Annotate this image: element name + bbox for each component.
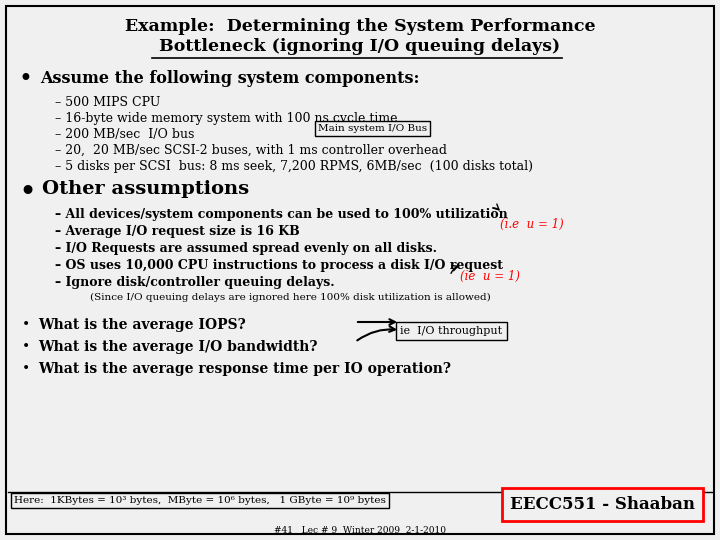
Text: •: • bbox=[22, 318, 30, 332]
Text: – OS uses 10,000 CPU instructions to process a disk I/O request: – OS uses 10,000 CPU instructions to pro… bbox=[55, 259, 503, 272]
Text: – 20,  20 MB/sec SCSI-2 buses, with 1 ms controller overhead: – 20, 20 MB/sec SCSI-2 buses, with 1 ms … bbox=[55, 144, 447, 157]
Text: – 5 disks per SCSI  bus: 8 ms seek, 7,200 RPMS, 6MB/sec  (100 disks total): – 5 disks per SCSI bus: 8 ms seek, 7,200… bbox=[55, 160, 533, 173]
Text: – All devices/system components can be used to 100% utilization: – All devices/system components can be u… bbox=[55, 208, 508, 221]
Text: EECC551 - Shaaban: EECC551 - Shaaban bbox=[510, 496, 695, 513]
Text: What is the average IOPS?: What is the average IOPS? bbox=[38, 318, 246, 332]
Text: •: • bbox=[22, 340, 30, 354]
Text: Bottleneck (ignoring I/O queuing delays): Bottleneck (ignoring I/O queuing delays) bbox=[159, 38, 561, 55]
Text: – Average I/O request size is 16 KB: – Average I/O request size is 16 KB bbox=[55, 225, 300, 238]
Text: (ie  u = 1): (ie u = 1) bbox=[460, 270, 520, 283]
Text: – 200 MB/sec  I/O bus: – 200 MB/sec I/O bus bbox=[55, 128, 194, 141]
Text: What is the average I/O bandwidth?: What is the average I/O bandwidth? bbox=[38, 340, 318, 354]
Text: – I/O Requests are assumed spread evenly on all disks.: – I/O Requests are assumed spread evenly… bbox=[55, 242, 437, 255]
Text: #41   Lec # 9  Winter 2009  2-1-2010: #41 Lec # 9 Winter 2009 2-1-2010 bbox=[274, 526, 446, 535]
Text: •: • bbox=[18, 178, 36, 209]
Text: •: • bbox=[22, 362, 30, 376]
Text: – 500 MIPS CPU: – 500 MIPS CPU bbox=[55, 96, 161, 109]
Text: – Ignore disk/controller queuing delays.: – Ignore disk/controller queuing delays. bbox=[55, 276, 335, 289]
Text: Example:  Determining the System Performance: Example: Determining the System Performa… bbox=[125, 18, 595, 35]
Text: Other assumptions: Other assumptions bbox=[42, 180, 249, 198]
Text: Main system I/O Bus: Main system I/O Bus bbox=[318, 124, 427, 133]
Text: (Since I/O queuing delays are ignored here 100% disk utilization is allowed): (Since I/O queuing delays are ignored he… bbox=[90, 293, 491, 302]
Text: Assume the following system components:: Assume the following system components: bbox=[40, 70, 420, 87]
Text: Here:  1KBytes = 10³ bytes,  MByte = 10⁶ bytes,   1 GByte = 10⁹ bytes: Here: 1KBytes = 10³ bytes, MByte = 10⁶ b… bbox=[14, 496, 386, 505]
Text: What is the average response time per IO operation?: What is the average response time per IO… bbox=[38, 362, 451, 376]
Text: •: • bbox=[18, 68, 32, 91]
Text: – 16-byte wide memory system with 100 ns cycle time: – 16-byte wide memory system with 100 ns… bbox=[55, 112, 397, 125]
Text: (i.e  u = 1): (i.e u = 1) bbox=[500, 218, 564, 231]
Text: ie  I/O throughput: ie I/O throughput bbox=[400, 326, 502, 336]
